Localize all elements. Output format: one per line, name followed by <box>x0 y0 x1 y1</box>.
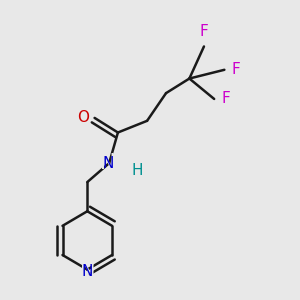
Text: H: H <box>131 163 142 178</box>
Text: F: F <box>215 89 227 109</box>
Text: O: O <box>77 110 89 125</box>
Text: F: F <box>200 24 208 39</box>
Text: N: N <box>100 153 116 173</box>
Text: N: N <box>102 156 113 171</box>
Text: F: F <box>226 60 238 80</box>
Text: F: F <box>198 29 210 49</box>
Text: N: N <box>82 263 93 278</box>
Text: N: N <box>80 261 95 281</box>
Text: F: F <box>232 62 240 77</box>
Text: O: O <box>75 108 91 128</box>
Text: H: H <box>129 160 145 180</box>
Text: F: F <box>221 92 230 106</box>
